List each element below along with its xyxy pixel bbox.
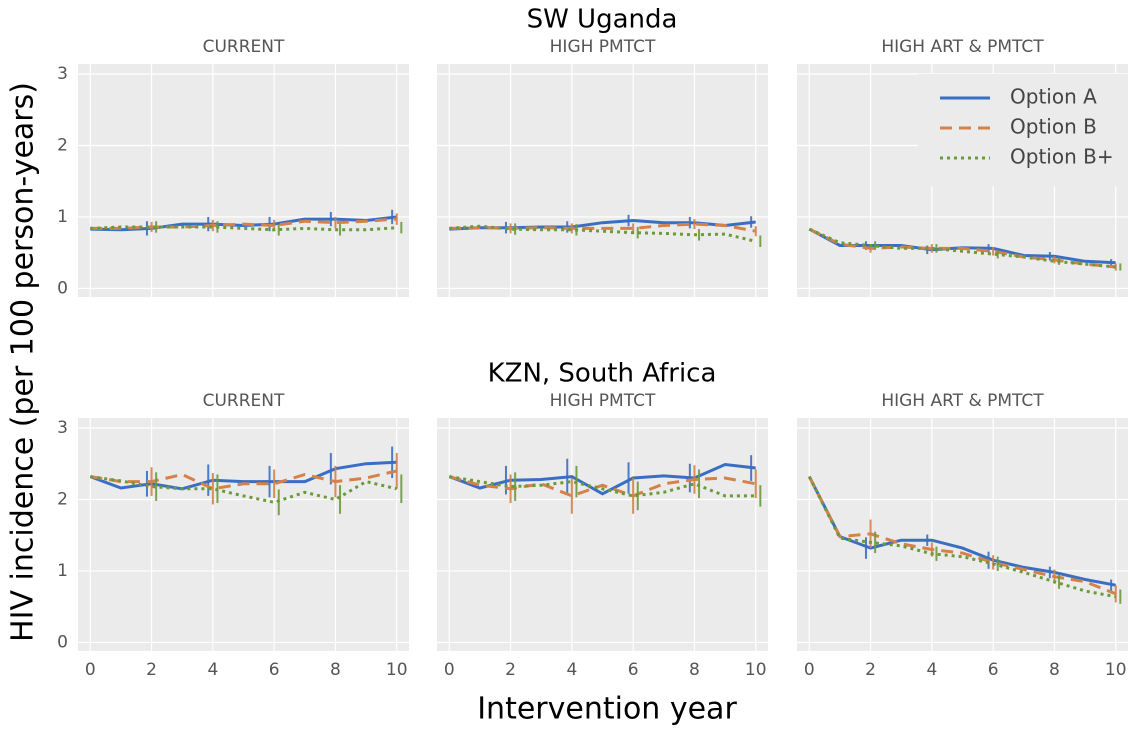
- x-tick-label: 0: [804, 660, 815, 680]
- series-line: [808, 227, 1116, 269]
- series-line: [90, 475, 398, 504]
- y-tick-label: 3: [57, 64, 68, 84]
- series-line: [449, 224, 757, 243]
- panel-background: [78, 64, 409, 297]
- series-line: [90, 225, 397, 232]
- x-tick-label: 6: [269, 660, 280, 680]
- x-tick-label: 8: [330, 660, 341, 680]
- panel-background: [437, 64, 768, 297]
- series-line: [90, 469, 398, 491]
- panel-title: HIGH PMTCT: [550, 391, 656, 411]
- x-tick-label: 8: [689, 660, 700, 680]
- x-tick-label: 10: [1105, 660, 1127, 680]
- series-line: [807, 475, 1116, 587]
- y-tick-label: 0: [57, 632, 68, 652]
- panel-background: [78, 418, 409, 651]
- y-tick-label: 1: [57, 207, 68, 227]
- panel-title: HIGH PMTCT: [550, 37, 656, 57]
- y-tick-label: 0: [57, 278, 68, 298]
- x-tick-label: 2: [865, 660, 876, 680]
- x-tick-label: 10: [386, 660, 408, 680]
- series-line: [449, 475, 756, 498]
- x-tick-label: 2: [146, 660, 157, 680]
- y-tick-label: 3: [57, 418, 68, 438]
- panel-title: CURRENT: [203, 391, 285, 411]
- x-tick-label: 4: [926, 660, 937, 680]
- x-tick-label: 6: [628, 660, 639, 680]
- x-tick-label: 0: [85, 660, 96, 680]
- panel-background: [437, 418, 768, 651]
- panel-title: CURRENT: [203, 37, 285, 57]
- y-tick-label: 2: [57, 135, 68, 155]
- row-title: KZN, South Africa: [488, 359, 717, 389]
- series-line: [807, 475, 1117, 596]
- series-line: [808, 227, 1116, 269]
- x-tick-label: 10: [745, 660, 767, 680]
- x-tick-label: 4: [207, 660, 218, 680]
- legend-label: Option B+: [1010, 145, 1114, 169]
- row-title: SW Uganda: [527, 5, 678, 35]
- x-axis-label: Intervention year: [477, 692, 737, 727]
- series-line: [448, 475, 756, 498]
- panel-title: HIGH ART & PMTCT: [881, 37, 1044, 57]
- legend-label: Option A: [1010, 85, 1097, 109]
- y-axis-label: HIV incidence (per 100 person-years): [6, 82, 41, 642]
- x-tick-label: 8: [1049, 660, 1060, 680]
- x-tick-label: 0: [444, 660, 455, 680]
- x-tick-label: 4: [566, 660, 577, 680]
- panel-background: [797, 418, 1128, 651]
- legend-box: [918, 74, 1128, 186]
- x-tick-label: 6: [988, 660, 999, 680]
- y-tick-label: 1: [57, 561, 68, 581]
- series-line: [90, 217, 397, 230]
- series-line: [448, 462, 756, 496]
- series-line: [449, 222, 756, 233]
- legend-label: Option B: [1010, 115, 1097, 139]
- x-tick-label: 2: [505, 660, 516, 680]
- y-tick-label: 2: [57, 489, 68, 509]
- panel-title: HIGH ART & PMTCT: [881, 391, 1044, 411]
